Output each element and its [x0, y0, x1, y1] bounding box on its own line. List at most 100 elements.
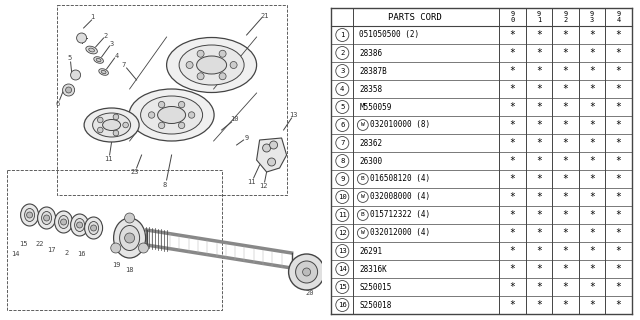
Ellipse shape	[70, 214, 88, 236]
Circle shape	[179, 122, 185, 129]
Ellipse shape	[93, 113, 131, 137]
Text: 015712322 (4): 015712322 (4)	[371, 211, 430, 220]
Ellipse shape	[196, 56, 227, 74]
Circle shape	[188, 112, 195, 118]
Text: 032012000 (4): 032012000 (4)	[371, 228, 430, 237]
Text: 3: 3	[340, 68, 344, 74]
Text: 13: 13	[338, 248, 347, 254]
Circle shape	[148, 112, 155, 118]
Text: *: *	[536, 66, 542, 76]
Text: 1: 1	[340, 32, 344, 38]
Circle shape	[230, 61, 237, 68]
Text: *: *	[509, 282, 515, 292]
Circle shape	[179, 101, 185, 108]
Text: 032010000 (8): 032010000 (8)	[371, 121, 430, 130]
Text: 016508120 (4): 016508120 (4)	[371, 174, 430, 183]
Ellipse shape	[166, 37, 257, 92]
Text: *: *	[509, 156, 515, 166]
Text: S250015: S250015	[360, 283, 392, 292]
Circle shape	[77, 33, 86, 43]
Text: 7: 7	[122, 62, 125, 68]
Text: 10: 10	[338, 194, 347, 200]
Ellipse shape	[88, 221, 99, 235]
Text: *: *	[616, 156, 621, 166]
Text: *: *	[509, 66, 515, 76]
Text: 28316K: 28316K	[360, 265, 387, 274]
Text: *: *	[563, 102, 568, 112]
Circle shape	[97, 117, 103, 123]
Text: *: *	[536, 300, 542, 310]
Text: *: *	[563, 30, 568, 40]
Text: *: *	[536, 228, 542, 238]
Text: 22: 22	[35, 241, 44, 247]
Ellipse shape	[86, 46, 97, 54]
Ellipse shape	[94, 57, 104, 63]
Text: *: *	[536, 48, 542, 58]
Circle shape	[27, 212, 33, 218]
Text: 11: 11	[247, 179, 256, 185]
Text: 10: 10	[230, 116, 239, 122]
Circle shape	[113, 130, 119, 136]
Bar	[6, 170, 221, 310]
Text: M550059: M550059	[360, 102, 392, 111]
Text: *: *	[589, 210, 595, 220]
Text: 23: 23	[131, 169, 139, 175]
Text: *: *	[509, 120, 515, 130]
Text: W: W	[361, 123, 365, 127]
Ellipse shape	[114, 218, 146, 258]
Text: 2: 2	[65, 250, 68, 256]
Ellipse shape	[101, 70, 106, 74]
Text: *: *	[589, 84, 595, 94]
Text: *: *	[616, 120, 621, 130]
Text: *: *	[563, 138, 568, 148]
Text: *: *	[563, 282, 568, 292]
Text: *: *	[536, 102, 542, 112]
Text: 16: 16	[77, 251, 86, 257]
Text: 1: 1	[90, 14, 95, 20]
Text: 15: 15	[19, 241, 28, 247]
Text: *: *	[536, 192, 542, 202]
Circle shape	[262, 144, 271, 152]
Text: 2: 2	[104, 33, 108, 39]
Text: B: B	[361, 212, 365, 218]
Text: *: *	[536, 246, 542, 256]
Text: *: *	[616, 102, 621, 112]
Circle shape	[125, 233, 134, 243]
Text: *: *	[509, 228, 515, 238]
Ellipse shape	[84, 217, 102, 239]
Text: 051050500 (2): 051050500 (2)	[360, 30, 420, 39]
Circle shape	[289, 254, 324, 290]
Text: *: *	[616, 300, 621, 310]
Text: 11: 11	[104, 156, 113, 162]
Text: 18: 18	[125, 267, 134, 273]
Text: *: *	[563, 84, 568, 94]
Text: W: W	[361, 230, 365, 236]
Ellipse shape	[59, 215, 68, 228]
Ellipse shape	[157, 107, 186, 124]
Text: 28386: 28386	[360, 49, 383, 58]
Text: *: *	[509, 84, 515, 94]
Text: 7: 7	[340, 140, 344, 146]
Text: *: *	[589, 102, 595, 112]
Text: *: *	[563, 156, 568, 166]
Text: *: *	[536, 156, 542, 166]
Text: *: *	[616, 66, 621, 76]
Circle shape	[219, 73, 226, 80]
Polygon shape	[257, 138, 287, 172]
Text: *: *	[589, 174, 595, 184]
Text: *: *	[563, 192, 568, 202]
Ellipse shape	[179, 45, 244, 85]
Text: *: *	[509, 300, 515, 310]
Circle shape	[63, 84, 75, 96]
Text: *: *	[589, 264, 595, 274]
Text: 9
4: 9 4	[616, 11, 621, 23]
Text: *: *	[509, 48, 515, 58]
Text: 28387B: 28387B	[360, 67, 387, 76]
Text: 13: 13	[289, 112, 298, 118]
Text: *: *	[563, 300, 568, 310]
Text: *: *	[616, 84, 621, 94]
Text: *: *	[509, 102, 515, 112]
Text: *: *	[616, 264, 621, 274]
Circle shape	[97, 127, 103, 133]
Text: *: *	[536, 174, 542, 184]
